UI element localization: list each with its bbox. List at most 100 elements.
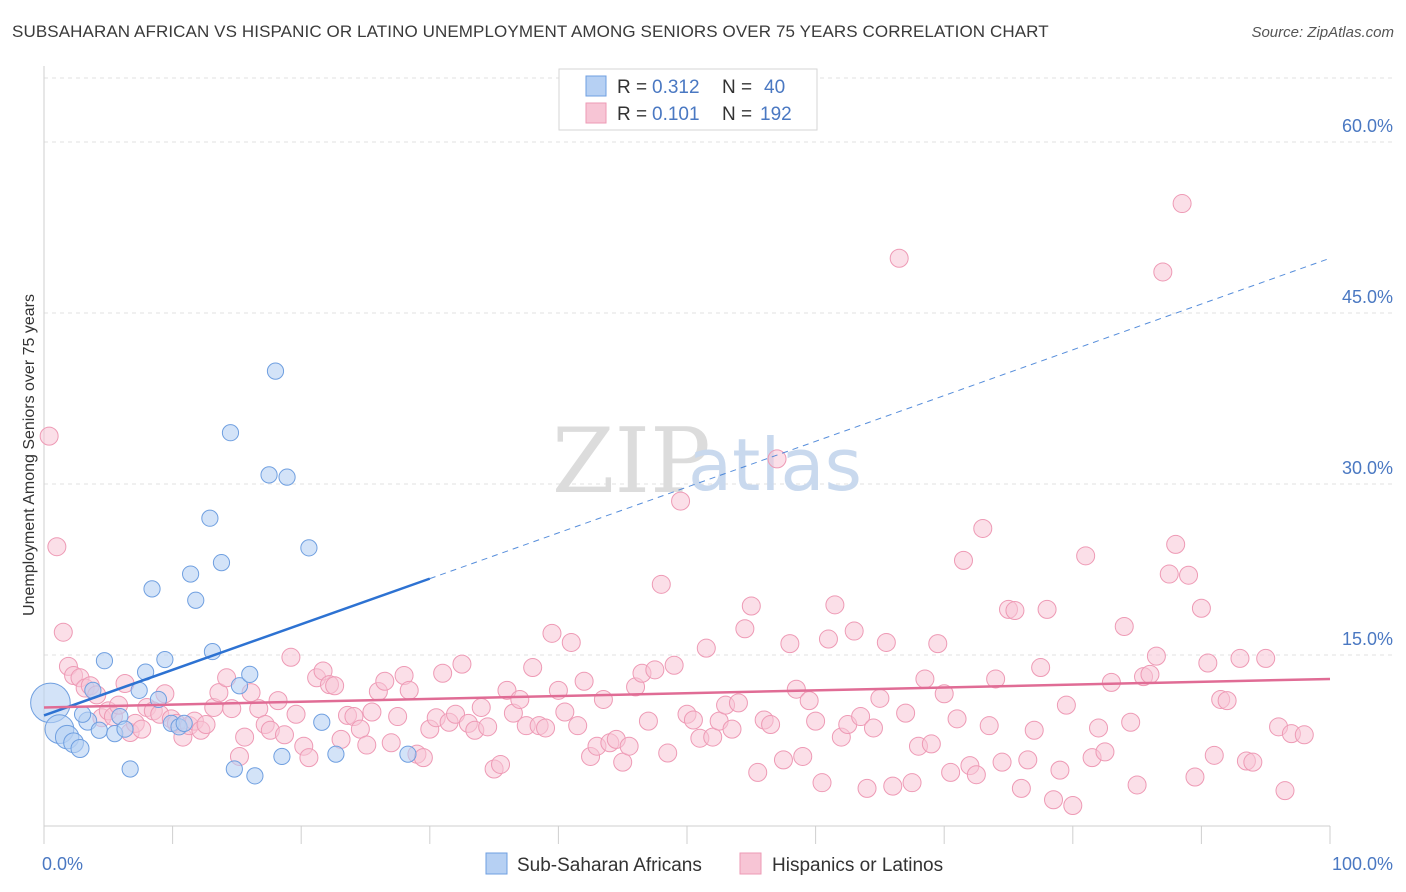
y-tick-label: 30.0% — [1342, 458, 1393, 478]
subsaharan-point — [278, 468, 296, 486]
subsaharan-point — [187, 591, 205, 609]
hispanic-point — [510, 689, 530, 709]
y-tick-label: 60.0% — [1342, 116, 1393, 136]
y-tick-label: 45.0% — [1342, 287, 1393, 307]
hispanic-point — [818, 629, 838, 649]
hispanic-trend-line — [43, 677, 1331, 709]
legend-swatch-hispanic — [585, 102, 607, 124]
hispanic-point — [1153, 262, 1173, 282]
hispanic-point — [1044, 790, 1064, 810]
hispanic-point — [1056, 695, 1076, 715]
hispanic-point — [1140, 664, 1160, 684]
hispanic-point — [132, 719, 152, 739]
hispanic-point — [235, 727, 255, 747]
legend-r-label: R = — [617, 77, 647, 98]
subsaharan-point — [175, 714, 193, 733]
hispanic-point — [658, 743, 678, 763]
hispanic-point — [1024, 720, 1044, 740]
subsaharan-point — [273, 747, 291, 766]
hispanic-point — [523, 658, 543, 678]
chart-source: Source: ZipAtlas.com — [1251, 24, 1394, 41]
hispanic-point — [979, 716, 999, 736]
hispanic-point — [1159, 564, 1179, 584]
trend-lines — [43, 257, 1331, 717]
subsaharan-point — [300, 539, 318, 557]
subsaharan-point — [73, 705, 92, 723]
hispanic-point — [561, 632, 581, 652]
hispanic-point — [1172, 194, 1192, 214]
hispanic-point — [1198, 653, 1218, 673]
subsaharan-point — [143, 580, 161, 598]
hispanic-point — [568, 716, 588, 736]
legend-r-value-subsaharan: 0.312 — [652, 77, 700, 98]
hispanic-point — [1256, 648, 1276, 668]
hispanic-point — [806, 711, 826, 731]
subsaharan-point — [399, 745, 417, 763]
hispanic-point — [209, 683, 229, 703]
x-tick-label-max: 100.0% — [1332, 854, 1393, 874]
hispanic-point — [1294, 725, 1314, 745]
hispanic-point — [1191, 598, 1211, 618]
hispanic-point — [1005, 601, 1025, 621]
subsaharan-trend-extension — [429, 257, 1331, 580]
hispanic-point — [953, 550, 973, 570]
subsaharan-point — [327, 745, 345, 763]
subsaharan-point — [266, 362, 285, 380]
hispanic-point — [299, 748, 319, 768]
bottom-legend-label-subsaharan: Sub-Saharan Africans — [517, 855, 702, 876]
subsaharan-point — [156, 650, 174, 669]
hispanic-point — [889, 248, 909, 268]
legend-n-value-hispanic: 192 — [760, 104, 792, 125]
hispanic-point — [381, 733, 401, 753]
hispanic-point — [350, 719, 370, 739]
hispanic-point — [825, 595, 845, 615]
subsaharan-point — [212, 554, 231, 572]
hispanic-point — [413, 748, 433, 768]
hispanic-point — [491, 754, 511, 774]
hispanic-point — [671, 491, 691, 511]
hispanic-point — [217, 668, 237, 688]
hispanic-point — [696, 638, 716, 658]
hispanic-point — [362, 702, 382, 722]
subsaharan-point — [230, 677, 249, 695]
hispanic-point — [883, 776, 903, 796]
subsaharan-point — [221, 424, 240, 442]
y-axis-label: Unemployment Among Seniors over 75 years — [21, 294, 38, 616]
hispanic-point — [928, 634, 948, 654]
legend-n-label: N = — [722, 104, 752, 125]
hispanic-point — [786, 679, 806, 699]
legend-swatch-subsaharan — [585, 75, 607, 97]
hispanic-point — [1063, 795, 1083, 815]
subsaharan-point — [201, 509, 219, 527]
hispanic-point — [793, 746, 813, 766]
hispanic-point — [735, 619, 755, 639]
hispanic-point — [1031, 658, 1051, 678]
hispanic-point — [574, 671, 594, 691]
hispanic-point — [683, 710, 703, 730]
hispanic-point — [1114, 617, 1134, 636]
hispanic-point — [645, 660, 665, 680]
hispanic-point — [478, 717, 498, 737]
hispanic-point — [728, 693, 748, 713]
x-tick-label-min: 0.0% — [42, 854, 83, 874]
hispanic-point — [619, 736, 639, 756]
hispanic-point — [799, 691, 819, 711]
hispanic-point — [274, 725, 294, 745]
chart-title: SUBSAHARAN AFRICAN VS HISPANIC OR LATINO… — [12, 22, 1049, 41]
bottom-legend: Sub-Saharan Africans Hispanics or Latino… — [485, 852, 943, 876]
hispanic-point — [281, 647, 301, 667]
hispanic-point — [593, 689, 613, 709]
hispanic-point — [1089, 718, 1109, 738]
hispanic-point — [399, 680, 419, 700]
hispanic-point — [388, 707, 408, 727]
hispanic-point — [896, 703, 916, 723]
hispanic-point — [863, 718, 883, 738]
subsaharan-point — [182, 565, 200, 583]
legend-r-label: R = — [617, 104, 647, 125]
hispanic-point — [941, 762, 961, 782]
hispanic-point — [651, 574, 671, 594]
hispanic-point — [870, 688, 890, 708]
bottom-legend-label-hispanic: Hispanics or Latinos — [772, 855, 943, 876]
subsaharan-point — [116, 720, 134, 738]
